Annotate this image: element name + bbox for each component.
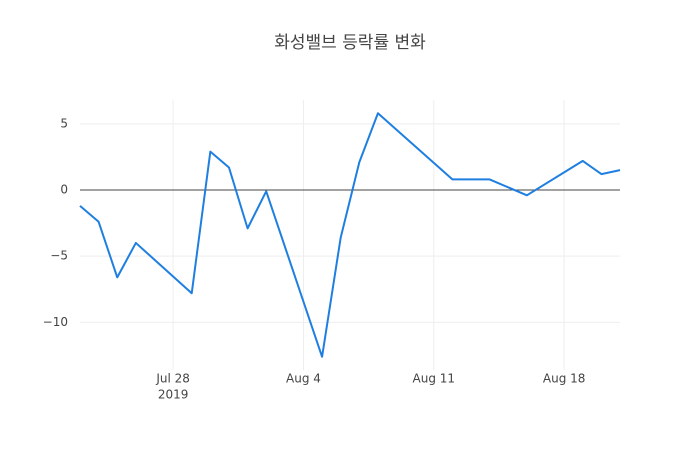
x-tick-label: Aug 18 (543, 372, 586, 386)
chart-title: 화성밸브 등락률 변화 (274, 33, 426, 53)
x-tick-label: Jul 28 (155, 372, 190, 386)
x-tick-label: Aug 11 (413, 372, 456, 386)
y-tick-label: −5 (50, 249, 68, 263)
line (79, 112, 621, 358)
x-tick-label: Aug 4 (286, 372, 321, 386)
y-tick-label: 0 (60, 183, 68, 197)
y-tick-label: −10 (43, 315, 68, 329)
y-tick-label: 5 (60, 116, 68, 130)
x-year-label: 2019 (158, 388, 189, 402)
